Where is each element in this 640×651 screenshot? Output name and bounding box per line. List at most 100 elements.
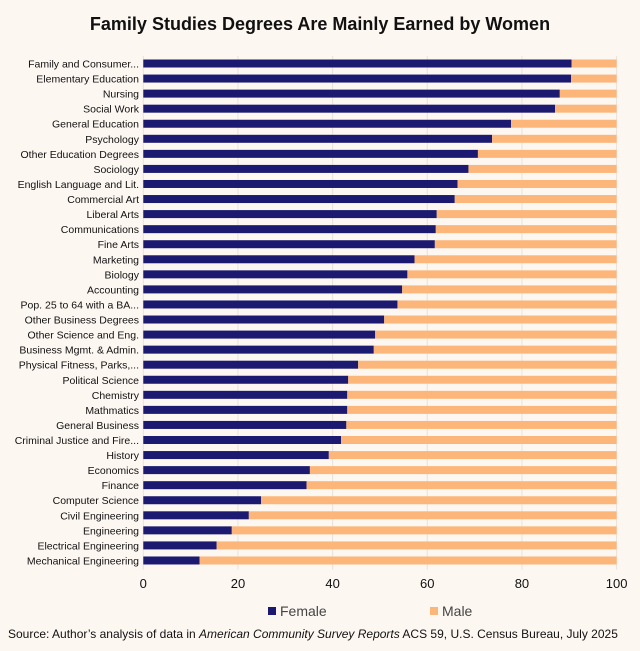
bar-female (143, 496, 262, 505)
bar-male (341, 436, 617, 444)
bar-male (375, 330, 617, 339)
bar-female (143, 255, 415, 264)
bar-female (143, 436, 342, 444)
bar-male (348, 375, 617, 384)
bar-female (143, 375, 349, 384)
bar-female (143, 89, 560, 98)
source-suffix: ACS 59, U.S. Census Bureau, July 2025 (399, 627, 618, 641)
bar-male (402, 285, 617, 294)
bar-male (407, 270, 617, 279)
category-label: English Language and Lit. (18, 179, 139, 191)
bar-female (143, 405, 348, 414)
bar-female (143, 466, 310, 475)
category-label: Social Work (83, 104, 140, 116)
bar-male (434, 240, 617, 249)
bar-female (143, 119, 512, 128)
category-label: Mechanical Engineering (27, 555, 139, 567)
category-label: Communications (61, 224, 139, 236)
bar-female (143, 481, 307, 490)
chart-title: Family Studies Degrees Are Mainly Earned… (89, 14, 551, 34)
bar-male (231, 526, 617, 535)
legend-item-male: Male (430, 603, 472, 619)
bar-female (143, 511, 249, 520)
bar-male (571, 74, 617, 83)
bar-female (143, 149, 478, 158)
bar-male (511, 119, 617, 128)
bar-male (559, 89, 617, 98)
category-label: Economics (88, 465, 139, 477)
source-italic: American Community Survey Reports (199, 627, 400, 641)
bar-male (373, 345, 617, 354)
category-label: Psychology (85, 134, 139, 146)
x-tick-label: 60 (420, 576, 434, 591)
bar-female (143, 360, 359, 369)
category-label: Physical Fitness, Parks,... (19, 360, 139, 372)
bar-female (143, 345, 374, 354)
bar-female (143, 300, 398, 309)
category-label: Nursing (103, 89, 139, 101)
bar-female (143, 451, 329, 460)
bar-male (358, 360, 617, 369)
legend-swatch-female (268, 607, 276, 615)
bar-female (143, 270, 408, 279)
bar-male (328, 451, 617, 460)
bar-female (143, 179, 458, 188)
category-label: Computer Science (53, 495, 140, 507)
bar-male (347, 390, 617, 399)
bar-male (457, 179, 617, 188)
bar-male (309, 466, 617, 475)
category-label: Other Science and Eng. (28, 330, 140, 342)
bar-female (143, 526, 232, 535)
bar-female (143, 104, 556, 113)
category-label: Criminal Justice and Fire... (15, 435, 139, 447)
bar-male (468, 164, 617, 173)
category-label: Electrical Engineering (37, 540, 139, 552)
category-label: Political Science (63, 375, 140, 387)
category-label: Fine Arts (98, 239, 139, 251)
bar-male (397, 300, 617, 309)
bar-male (435, 225, 617, 234)
x-tick-label: 100 (606, 576, 628, 591)
bar-female (143, 285, 403, 294)
bar-female (143, 330, 376, 339)
legend-item-female: Female (268, 603, 327, 619)
category-label: Marketing (93, 254, 139, 266)
category-label: History (106, 450, 139, 462)
category-label: Other Education Degrees (21, 149, 139, 161)
category-label: Other Business Degrees (25, 315, 139, 327)
bar-chart: 0 20 40 60 80 100 Family and Consumer... Elemen… (15, 56, 628, 591)
x-tick-label: 40 (325, 576, 339, 591)
category-label: Chemistry (92, 390, 140, 402)
bar-female (143, 556, 200, 565)
bar-female (143, 420, 347, 429)
category-label: Accounting (87, 284, 139, 296)
bar-male (454, 195, 617, 204)
legend-swatch-male (430, 607, 438, 615)
bar-male (436, 210, 617, 219)
bar-male (216, 541, 617, 550)
bar-female (143, 541, 217, 550)
category-label: Mathmatics (85, 405, 139, 417)
bar-male (571, 59, 617, 68)
bar-male (306, 481, 617, 490)
category-label: Finance (102, 480, 140, 492)
x-tick-label: 80 (515, 576, 529, 591)
bar-female (143, 315, 385, 324)
bar-female (143, 225, 436, 234)
x-tick-label: 0 (140, 576, 147, 591)
x-tick-label: 20 (231, 576, 245, 591)
bar-male (492, 134, 617, 143)
category-label: General Education (52, 119, 139, 131)
bar-female (143, 74, 572, 83)
bar-male (477, 149, 617, 158)
category-label: Liberal Arts (86, 209, 139, 221)
bar-female (143, 210, 437, 219)
bar-female (143, 195, 455, 204)
category-label: Elementary Education (36, 74, 139, 86)
category-label: Family and Consumer... (28, 59, 139, 71)
bar-male (346, 420, 617, 429)
legend-label-female: Female (280, 603, 327, 619)
bar-male (555, 104, 617, 113)
legend-label-male: Male (442, 603, 473, 619)
bar-female (143, 134, 493, 143)
